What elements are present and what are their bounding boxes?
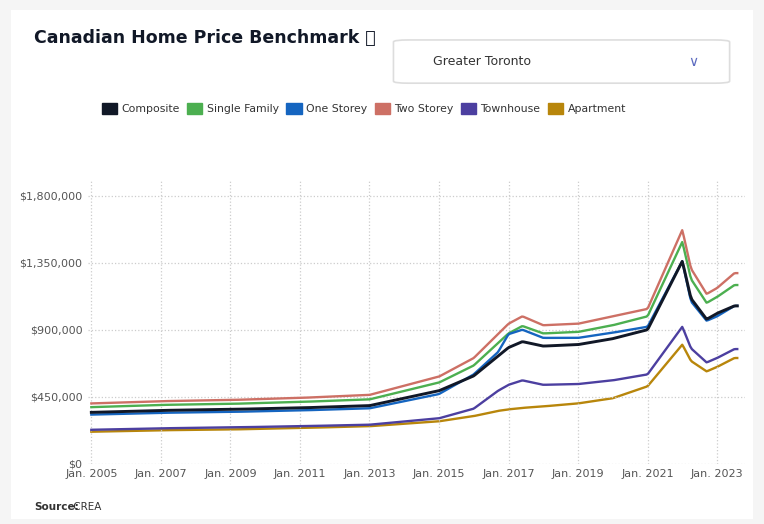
One Storey [493, 350, 502, 356]
Townhouse [556, 381, 565, 388]
Townhouse [164, 425, 173, 431]
Text: ∨: ∨ [688, 54, 698, 69]
Townhouse [733, 346, 742, 352]
Line: Apartment: Apartment [92, 345, 737, 432]
Townhouse [297, 423, 306, 429]
Townhouse [87, 427, 96, 433]
Apartment [493, 408, 502, 414]
Composite [87, 409, 96, 416]
Single Family [556, 330, 565, 336]
Text: Greater Toronto: Greater Toronto [433, 55, 531, 68]
Apartment [678, 342, 687, 348]
Two Storey [164, 398, 173, 404]
One Storey [733, 303, 742, 309]
Line: Single Family: Single Family [92, 242, 737, 407]
One Storey [297, 407, 306, 413]
Line: Two Storey: Two Storey [92, 230, 737, 403]
Single Family [297, 399, 306, 405]
Text: CREA: CREA [70, 503, 101, 512]
Single Family [553, 330, 562, 336]
Line: One Storey: One Storey [92, 261, 737, 414]
Apartment [553, 402, 562, 408]
Composite [493, 353, 502, 359]
Apartment [164, 427, 173, 433]
Line: Composite: Composite [92, 261, 737, 412]
Two Storey [87, 400, 96, 407]
Apartment [556, 402, 565, 408]
Composite [733, 303, 742, 309]
Composite [297, 405, 306, 411]
Line: Townhouse: Townhouse [92, 327, 737, 430]
One Storey [164, 410, 173, 416]
Apartment [342, 423, 351, 430]
Two Storey [342, 393, 351, 399]
One Storey [553, 335, 562, 341]
Single Family [87, 404, 96, 410]
Two Storey [733, 270, 742, 276]
One Storey [87, 411, 96, 418]
Two Storey [553, 322, 562, 328]
Composite [556, 342, 565, 348]
One Storey [342, 406, 351, 412]
FancyBboxPatch shape [393, 40, 730, 83]
Townhouse [342, 422, 351, 428]
Single Family [493, 340, 502, 346]
Two Storey [556, 321, 565, 328]
Apartment [87, 429, 96, 435]
Composite [164, 407, 173, 413]
Single Family [678, 239, 687, 245]
Townhouse [678, 324, 687, 330]
Apartment [297, 425, 306, 431]
One Storey [556, 335, 565, 341]
Text: Source:: Source: [34, 503, 79, 512]
Two Storey [493, 331, 502, 337]
Composite [553, 342, 562, 348]
Composite [342, 403, 351, 410]
Legend: Composite, Single Family, One Storey, Two Storey, Townhouse, Apartment: Composite, Single Family, One Storey, Tw… [99, 101, 628, 116]
Single Family [342, 397, 351, 403]
Composite [678, 258, 687, 265]
Apartment [733, 355, 742, 361]
Single Family [733, 282, 742, 288]
Two Storey [297, 395, 306, 401]
Townhouse [493, 388, 502, 394]
Text: Canadian Home Price Benchmark ⓘ: Canadian Home Price Benchmark ⓘ [34, 29, 376, 47]
Townhouse [553, 381, 562, 388]
Two Storey [678, 227, 687, 233]
One Storey [678, 258, 687, 265]
Single Family [164, 402, 173, 408]
